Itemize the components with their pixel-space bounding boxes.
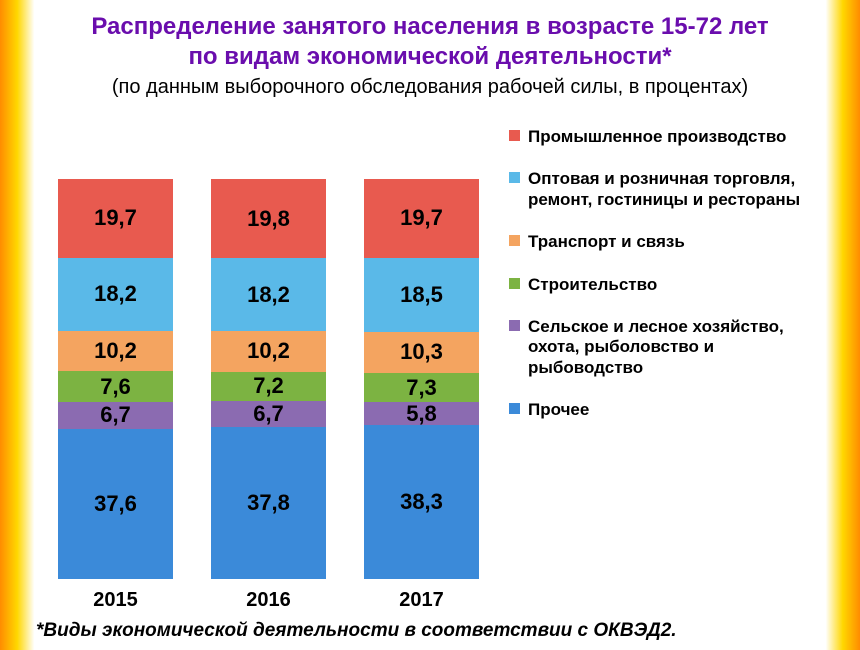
year-label: 2016 [246,589,291,612]
legend-label: Сельское и лесное хозяйство, охота, рыбо… [528,317,830,378]
legend-item: Оптовая и розничная торговля, ремонт, го… [509,169,830,210]
title-line-1: Распределение занятого населения в возра… [91,13,768,40]
legend-swatch-agriculture [509,320,520,331]
segment-trade: 18,5 [364,258,479,332]
segment-transport: 10,2 [58,331,173,372]
legend-label: Оптовая и розничная торговля, ремонт, го… [528,169,830,210]
segment-construction: 7,3 [364,373,479,402]
legend-item: Строительство [509,275,830,295]
bar: 19,818,210,27,26,737,8 [211,179,326,579]
segment-transport: 10,3 [364,332,479,373]
legend-swatch-construction [509,278,520,289]
bar-column: 19,718,510,37,35,838,3 2017 [364,179,479,612]
legend-label: Строительство [528,275,657,295]
legend-item: Прочее [509,400,830,420]
legend-swatch-other [509,403,520,414]
footnote: *Виды экономической деятельности в соотв… [30,620,830,642]
segment-other: 37,8 [211,427,326,578]
segment-industrial: 19,8 [211,179,326,258]
bar: 19,718,210,27,66,737,6 [58,179,173,579]
bars-container: 19,718,210,27,66,737,6201519,818,210,27,… [30,121,479,612]
chart-subtitle: (по данным выборочного обследования рабо… [30,76,830,99]
legend-swatch-trade [509,172,520,183]
chart-title: Распределение занятого населения в возра… [30,12,830,72]
segment-agriculture: 6,7 [211,401,326,428]
legend-item: Транспорт и связь [509,232,830,252]
segment-agriculture: 5,8 [364,402,479,425]
chart-area: 19,718,210,27,66,737,6201519,818,210,27,… [30,121,830,612]
year-label: 2017 [399,589,444,612]
segment-other: 37,6 [58,429,173,579]
segment-construction: 7,6 [58,371,173,401]
segment-industrial: 19,7 [364,179,479,258]
segment-transport: 10,2 [211,331,326,372]
bar-column: 19,718,210,27,66,737,6 2015 [58,179,173,612]
legend: Промышленное производство Оптовая и розни… [479,121,830,612]
segment-other: 38,3 [364,425,479,578]
legend-item: Промышленное производство [509,127,830,147]
segment-construction: 7,2 [211,372,326,401]
segment-trade: 18,2 [211,258,326,331]
bar-column: 19,818,210,27,26,737,8 2016 [211,179,326,612]
year-label: 2015 [93,589,138,612]
legend-label: Транспорт и связь [528,232,685,252]
legend-swatch-industrial [509,130,520,141]
bar: 19,718,510,37,35,838,3 [364,179,479,579]
segment-industrial: 19,7 [58,179,173,258]
segment-trade: 18,2 [58,258,173,331]
legend-swatch-transport [509,235,520,246]
segment-agriculture: 6,7 [58,402,173,429]
legend-item: Сельское и лесное хозяйство, охота, рыбо… [509,317,830,378]
legend-label: Прочее [528,400,589,420]
title-line-2: по видам экономической деятельности* [188,43,671,70]
legend-label: Промышленное производство [528,127,786,147]
